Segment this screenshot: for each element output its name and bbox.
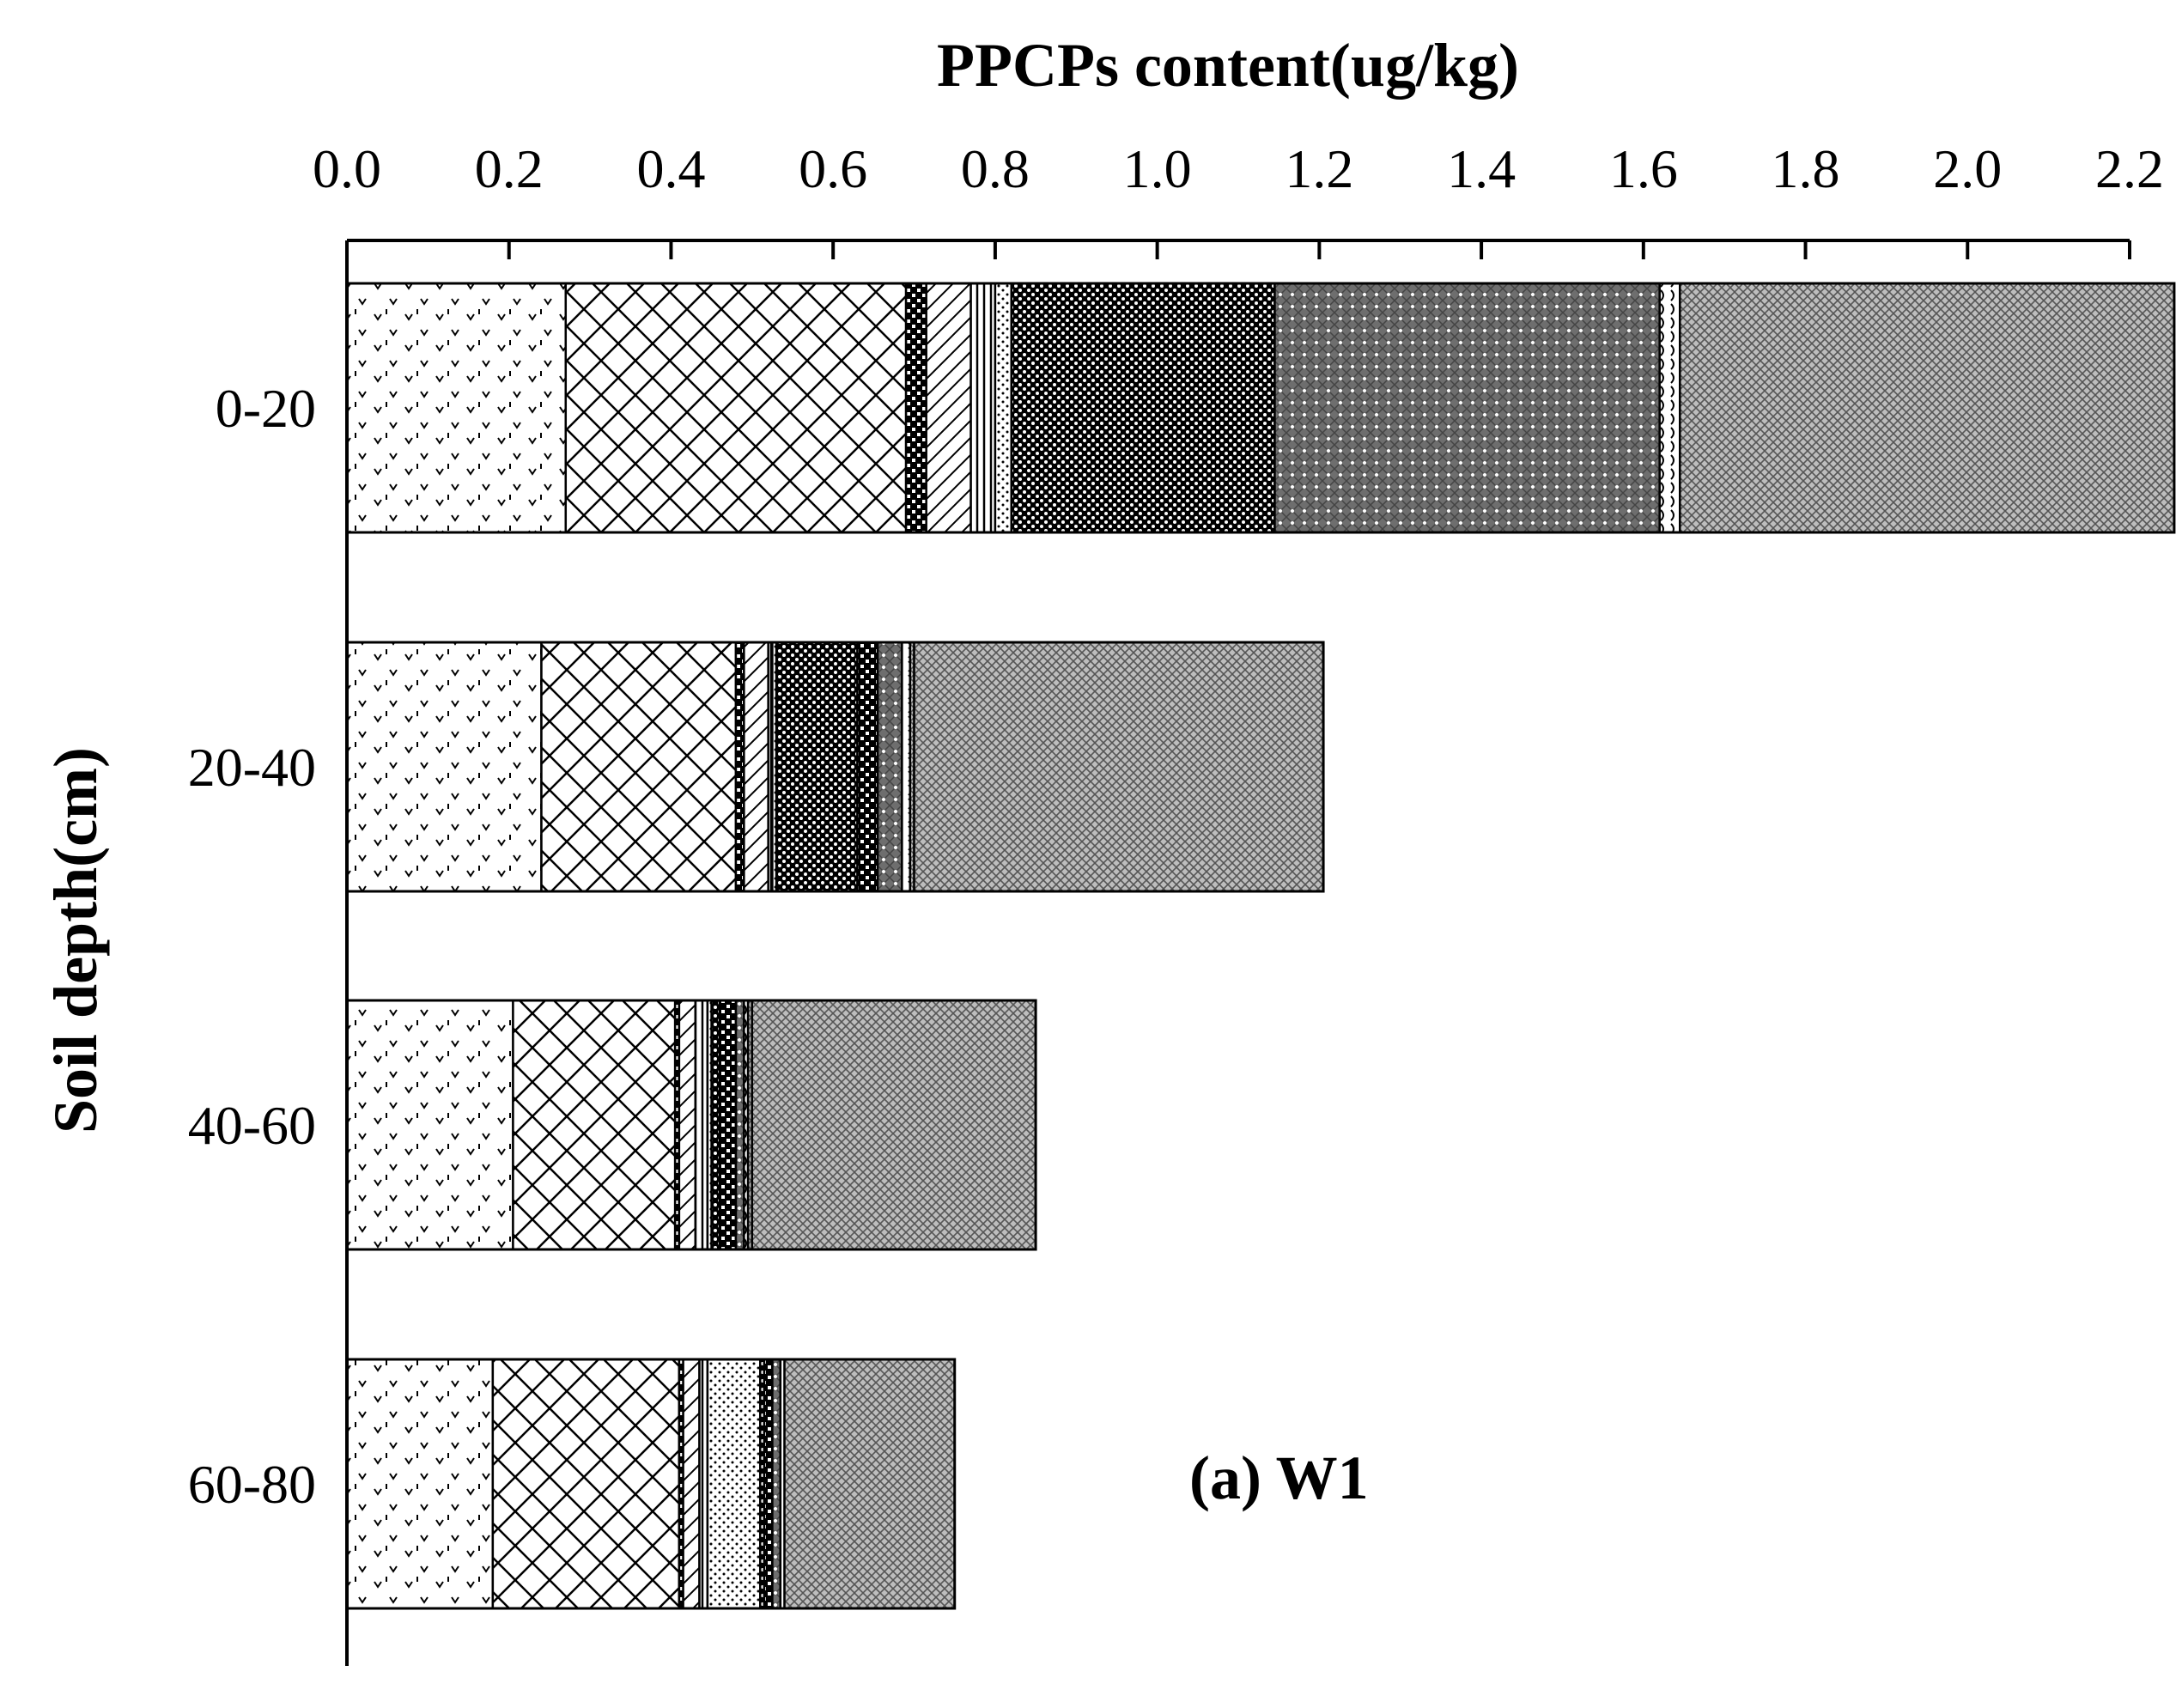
- y-tick-label: 20-40: [188, 737, 316, 798]
- bar-segment-s4: [682, 1358, 701, 1610]
- bar-segment-s6: [994, 282, 1013, 534]
- bar-segment-s2: [564, 282, 908, 534]
- x-tick-label: 2.2: [2095, 138, 2164, 199]
- y-tick-label: 40-60: [188, 1095, 316, 1156]
- bar-segment-s1: [345, 999, 514, 1251]
- y-tick-label: 0-20: [216, 378, 316, 439]
- x-tick-label: 1.4: [1447, 138, 1516, 199]
- bar-segment-s8: [856, 641, 879, 893]
- bar-segment-s2: [491, 1358, 681, 1610]
- bar-segment-s12: [751, 999, 1037, 1251]
- bar-segment-s1: [345, 282, 568, 534]
- bar-segment-s12: [913, 641, 1325, 893]
- bar-segment-s5: [969, 282, 997, 534]
- axes: 0.0 0.2 0.4 0.6 0.8 1.0 1.2 1.4 1.6 1.8 2.0 2.2 0-2…: [188, 138, 2164, 1666]
- bar-segment-s4: [925, 282, 972, 534]
- bar-segment-s5: [694, 999, 709, 1251]
- bar-segments: [345, 282, 2176, 1610]
- bar-segment-s8: [718, 999, 738, 1251]
- bar-segment-s1: [345, 641, 543, 893]
- x-tick-label: 1.8: [1772, 138, 1840, 199]
- bar-segment-s9: [1273, 282, 1661, 534]
- x-tick-label: 0.0: [313, 138, 381, 199]
- x-tick-label: 1.6: [1609, 138, 1678, 199]
- y-axis-title: Soil depth(cm): [41, 747, 110, 1134]
- bar-segment-s7: [710, 999, 721, 1251]
- bar-segment-s2: [540, 641, 738, 893]
- bar-segment-s10: [901, 641, 912, 893]
- x-tick-label: 1.2: [1285, 138, 1353, 199]
- bar-segment-s7: [775, 641, 859, 893]
- x-tick-label: 1.0: [1123, 138, 1192, 199]
- bar-segment-s12: [1679, 282, 2176, 534]
- x-tick-label: 0.8: [961, 138, 1030, 199]
- bar-segment-s3: [734, 641, 745, 893]
- chart-annotation: (a) W1: [1189, 1444, 1369, 1512]
- bar-segment-s9: [734, 999, 745, 1251]
- x-tick-label: 2.0: [1933, 138, 2002, 199]
- x-tick-label: 0.4: [636, 138, 705, 199]
- bar-segment-s9: [771, 1358, 782, 1610]
- bar-segment-s9: [876, 641, 903, 893]
- x-tick-label: 0.2: [475, 138, 544, 199]
- y-tick-label: 60-80: [188, 1454, 316, 1515]
- bar-segment-s4: [678, 999, 697, 1251]
- bar-segment-s5: [698, 1358, 709, 1610]
- bar-segment-s12: [783, 1358, 956, 1610]
- x-tick-label: 0.6: [799, 138, 867, 199]
- bar-segment-s2: [512, 999, 677, 1251]
- y-tick-labels: 0-20 20-40 40-60 60-80: [188, 378, 316, 1515]
- bar-segment-s7: [1010, 282, 1276, 534]
- bar-segment-s8: [763, 1358, 774, 1610]
- bar-segment-s4: [743, 641, 769, 893]
- bar-segment-s6: [706, 1358, 762, 1610]
- bar-segment-s10: [1658, 282, 1681, 534]
- x-axis-title: PPCPs content(ug/kg): [937, 31, 1519, 100]
- x-ticks: 0.0 0.2 0.4 0.6 0.8 1.0 1.2 1.4 1.6 1.8 2.0 2.2: [313, 138, 2164, 259]
- bar-segment-s3: [904, 282, 927, 534]
- bar-segment-s1: [345, 1358, 495, 1610]
